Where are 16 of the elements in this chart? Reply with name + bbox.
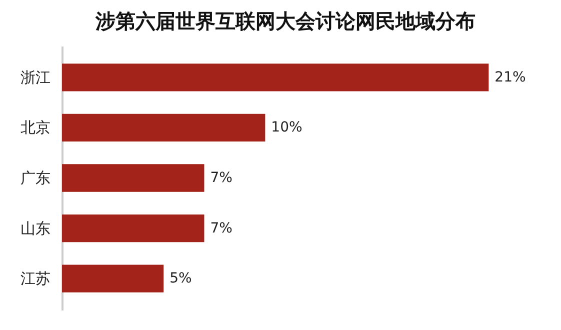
- bar: [62, 164, 204, 192]
- bar: [62, 114, 266, 142]
- data-label: 7%: [210, 170, 232, 186]
- y-tick-label: 浙江: [20, 68, 50, 86]
- y-tick-label: 广东: [20, 169, 50, 187]
- chart-title: 涉第六届世界互联网大会讨论网民地域分布: [94, 9, 476, 33]
- data-label: 10%: [271, 120, 302, 136]
- bar: [62, 214, 204, 242]
- data-label: 21%: [494, 69, 526, 86]
- data-label: 7%: [210, 220, 232, 236]
- data-label: 5%: [170, 270, 192, 287]
- bar: [62, 264, 164, 292]
- y-tick-label: 江苏: [20, 270, 50, 288]
- y-tick-label: 北京: [20, 118, 50, 137]
- bar: [62, 64, 489, 92]
- y-tick-label: 山东: [20, 219, 50, 238]
